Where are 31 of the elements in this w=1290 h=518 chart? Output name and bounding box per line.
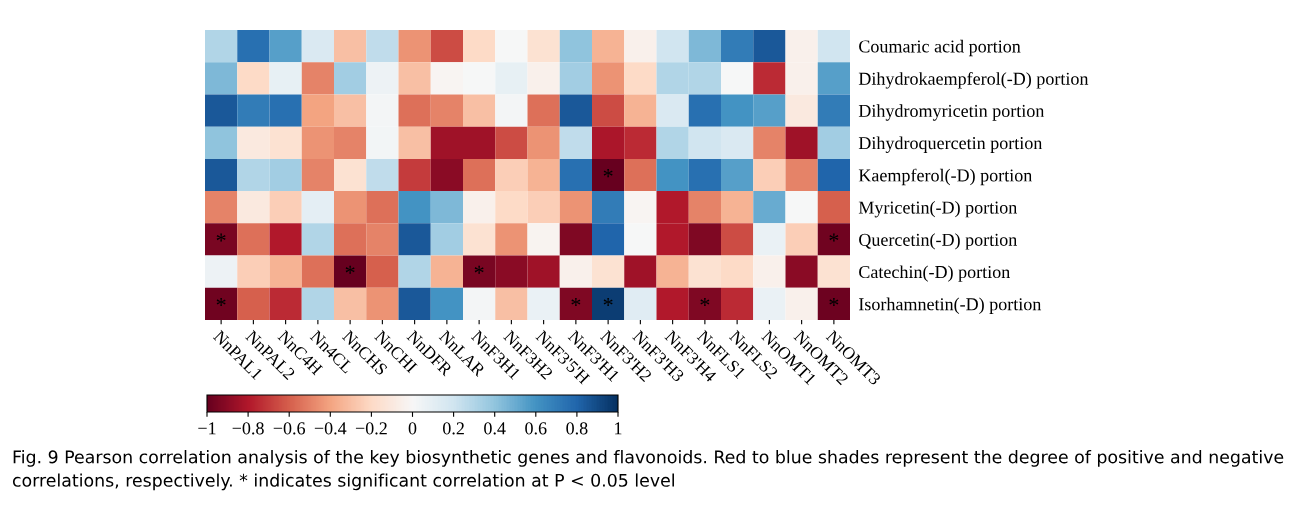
y-tick-label: Catechin(-D) portion (859, 265, 1010, 282)
color-bar-label: −0.6 (273, 422, 306, 435)
data-label: * (603, 169, 613, 178)
color-bar-label: 0.8 (566, 422, 588, 435)
caption: Fig. 9 Pearson correlation analysis of the key biosynthetic genes and flavonoids. Red to blue shades represent the degree of positive and negative correlations, respectively. * indicates significant correlation at P < 0.05 level (12, 450, 1284, 491)
y-tick-label: Isorhamnetin(-D) portion (858, 297, 1042, 314)
y-tick-label: Coumaric acid portion (859, 39, 1021, 57)
data-label: * (216, 233, 226, 242)
y-tick-label: Myricetin(-D) portion (858, 200, 1018, 218)
y-tick-label: Dihydromyricetin portion (858, 104, 1045, 121)
color-bar-label: 0 (408, 422, 417, 435)
data-label: * (571, 297, 581, 307)
color-bar-label: 1 (615, 422, 622, 435)
data-label: * (829, 233, 839, 242)
color-bar-label: −0.2 (355, 422, 387, 435)
y-tick-label: Kaempferol(-D) portion (858, 168, 1033, 186)
data-label: * (216, 297, 226, 307)
color-bar-label: −0.8 (232, 422, 264, 435)
color-bar-label: 0.4 (484, 422, 506, 435)
data-label: * (474, 265, 484, 274)
color-bar-label: −1 (198, 422, 216, 435)
color-bar-label: 0.2 (443, 422, 464, 435)
y-tick-label: Dihydrokaempferol(-D) portion (858, 71, 1089, 89)
data-label: * (700, 297, 710, 307)
y-tick-label: Dihydroquercetin portion (858, 136, 1043, 153)
y-tick-label: Quercetin(-D) portion (859, 233, 1017, 250)
data-label: * (345, 265, 355, 274)
color-bar-label: −0.4 (314, 422, 347, 435)
data-label: * (829, 297, 839, 307)
color-bar-label: 0.6 (525, 422, 547, 435)
data-label: * (603, 297, 613, 307)
